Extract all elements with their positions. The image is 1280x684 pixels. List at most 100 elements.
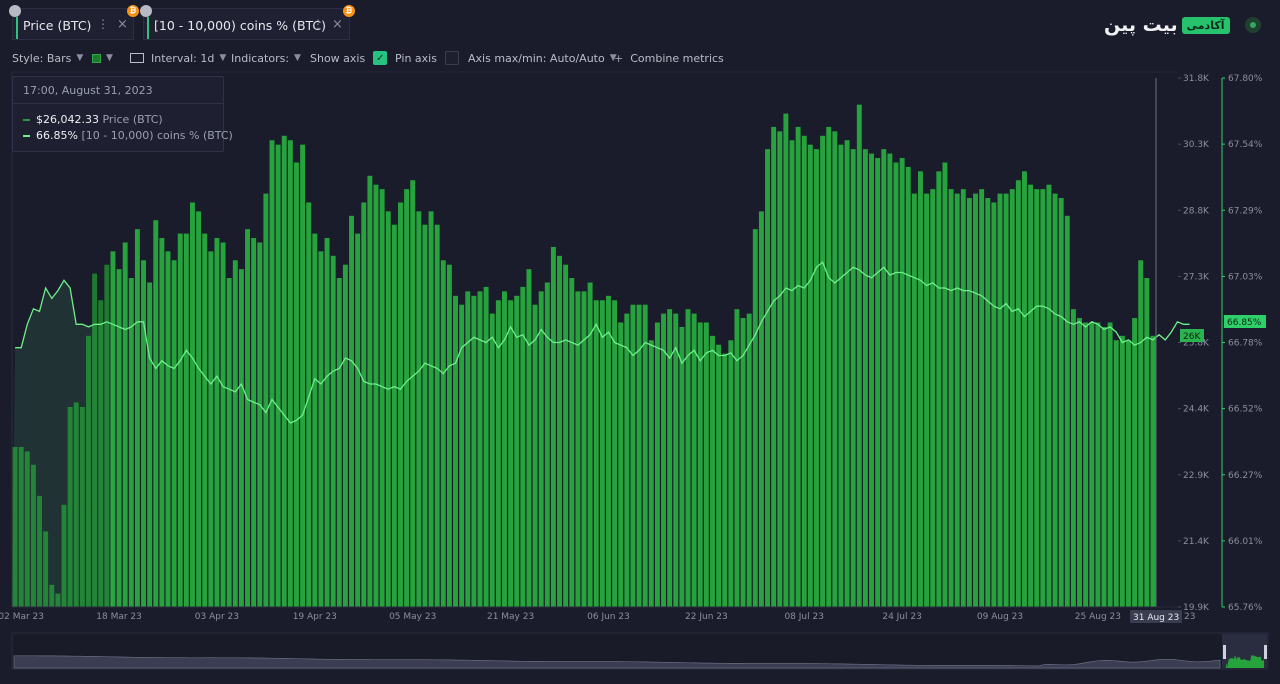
price-bar (1132, 318, 1138, 607)
price-bar (716, 344, 722, 607)
price-bar (398, 202, 403, 607)
more-options-icon[interactable]: ⋮ (97, 17, 109, 31)
price-bar (679, 326, 685, 607)
interval-dropdown[interactable]: Interval: 1d ▼ (130, 49, 226, 67)
price-bar (966, 198, 972, 607)
price-bar (391, 224, 397, 607)
price-bar (765, 149, 770, 607)
navigator-handle-left[interactable] (1223, 645, 1226, 659)
price-bar (557, 255, 562, 607)
navigator-selection-series (1226, 654, 1264, 668)
axis-maxmin-dropdown[interactable]: Axis max/min: Auto/Auto ▼ (468, 49, 617, 67)
price-bar (875, 158, 881, 607)
price-bar (134, 229, 140, 607)
price-bar (220, 242, 226, 608)
price-bar (263, 193, 269, 607)
combine-metrics-button[interactable]: + Combine metrics (614, 49, 724, 67)
price-bar (850, 149, 856, 607)
tab-color-indicator (147, 17, 149, 39)
price-bar (844, 140, 850, 608)
show-axis-toggle[interactable]: Show axis ✓ (310, 49, 388, 67)
price-bar (838, 144, 844, 607)
price-bar (563, 264, 569, 607)
price-bar (159, 238, 165, 607)
coins-percent-line (15, 261, 1190, 424)
price-bar (985, 198, 991, 607)
more-options-icon[interactable]: ⋮ (312, 17, 324, 31)
price-bar (1089, 322, 1095, 607)
price-bar (294, 162, 299, 607)
price-bar (862, 149, 868, 607)
price-bar (1003, 193, 1009, 607)
price-bar (1009, 189, 1015, 607)
price-bar (196, 211, 202, 608)
price-bar (428, 211, 434, 608)
price-bar (245, 229, 250, 607)
price-bar (869, 153, 874, 607)
price-bar (379, 189, 385, 607)
price-bar (269, 140, 275, 608)
price-bar (942, 162, 948, 607)
x-axis-tick-label: 19 Apr 23 (293, 612, 337, 622)
x-axis-current-marker (1130, 610, 1182, 623)
price-bar (1028, 184, 1034, 607)
price-bar (924, 193, 930, 607)
x-axis-tick-label: 09 Aug 23 (977, 612, 1023, 622)
price-bar (685, 309, 691, 607)
price-bar (86, 335, 91, 607)
price-bar (856, 104, 862, 608)
brand-logo-text: بیت پین (1104, 14, 1178, 36)
price-bar (599, 300, 605, 607)
price-bar (783, 113, 789, 607)
brand-badge: آکادمی (1181, 16, 1230, 34)
tooltip-row-coins: 66.85% [10 - 10,000) coins % (BTC) (23, 129, 233, 142)
price-bar (306, 202, 312, 607)
price-bar (801, 135, 807, 608)
price-bar (440, 260, 446, 607)
right-axis-tick-label: 66.52% (1228, 405, 1263, 415)
price-bar (710, 335, 715, 607)
price-bar (251, 238, 257, 607)
price-bar (1126, 340, 1131, 607)
price-bar (37, 495, 42, 607)
pin-axis-toggle[interactable]: Pin axis (395, 49, 459, 67)
tab-color-indicator (16, 17, 18, 39)
price-bar (1119, 335, 1125, 607)
price-bar (404, 189, 410, 607)
left-axis-tick-label: 30.3K (1183, 140, 1210, 150)
left-axis-tick-label: 27.3K (1183, 272, 1210, 282)
tab-coins-percent[interactable]: [10 - 10,000) coins % (BTC) ⋮ × ₿ (140, 5, 355, 40)
price-bar (820, 135, 826, 608)
show-axis-checkbox[interactable]: ✓ (373, 51, 388, 65)
price-bar (367, 175, 373, 608)
price-bar (826, 126, 832, 608)
price-bar (630, 304, 636, 607)
bitcoin-icon: ₿ (343, 5, 355, 17)
color-dropdown[interactable]: ▼ (92, 49, 113, 67)
style-dropdown[interactable]: Style: Bars ▼ (12, 49, 83, 67)
price-bar (832, 131, 838, 607)
pin-axis-label: Pin axis (395, 51, 437, 65)
lock-icon (140, 5, 152, 17)
price-bar (489, 313, 495, 607)
price-bar (453, 295, 458, 607)
indicators-dropdown[interactable]: Indicators: ▼ (231, 49, 301, 67)
price-bar (183, 233, 189, 607)
price-bar (1101, 326, 1107, 607)
pin-axis-checkbox[interactable] (444, 51, 459, 65)
price-bar (171, 260, 177, 607)
price-bar (1144, 278, 1150, 607)
tooltip-row-price: $26,042.33 Price (BTC) (23, 113, 163, 126)
price-bar (593, 300, 599, 607)
tab-price-btc[interactable]: Price (BTC) ⋮ × ₿ (9, 5, 139, 40)
close-icon[interactable]: × (117, 17, 128, 32)
price-bar (128, 278, 134, 607)
bitcoin-icon: ₿ (127, 5, 139, 17)
price-bar (648, 340, 654, 607)
price-bar (1034, 189, 1040, 607)
x-axis-tick-label: 06 Jun 23 (587, 612, 630, 622)
navigator-handle-right[interactable] (1264, 645, 1267, 659)
close-icon[interactable]: × (332, 17, 343, 32)
